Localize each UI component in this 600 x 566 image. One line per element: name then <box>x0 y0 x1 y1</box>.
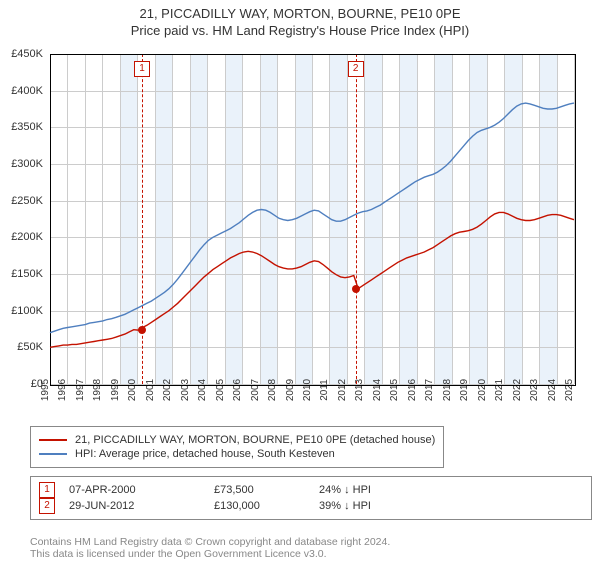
legend-item: 21, PICCADILLY WAY, MORTON, BOURNE, PE10… <box>39 434 435 446</box>
footer-copyright: Contains HM Land Registry data © Crown c… <box>30 536 390 548</box>
sale-event-price: £73,500 <box>214 484 319 496</box>
legend-label: 21, PICCADILLY WAY, MORTON, BOURNE, PE10… <box>75 434 435 446</box>
sale-event-pct: 39% ↓ HPI <box>319 500 371 512</box>
sale-event-pct: 24% ↓ HPI <box>319 484 371 496</box>
series-price <box>50 212 574 347</box>
sale-event-row: 2 29-JUN-2012£130,00039% ↓ HPI <box>33 498 589 514</box>
legend-swatch <box>39 453 67 455</box>
legend-label: HPI: Average price, detached house, Sout… <box>75 448 335 460</box>
sale-event-date: 29-JUN-2012 <box>69 500 214 512</box>
sale-events: 1 07-APR-2000£73,50024% ↓ HPI 2 29-JUN-2012… <box>30 476 592 520</box>
sale-event-price: £130,000 <box>214 500 319 512</box>
legend-item: HPI: Average price, detached house, Sout… <box>39 448 435 460</box>
sale-event-row: 1 07-APR-2000£73,50024% ↓ HPI <box>33 482 589 498</box>
footer-licence: This data is licensed under the Open Gov… <box>30 548 390 560</box>
legend-swatch <box>39 439 67 441</box>
sale-event-date: 07-APR-2000 <box>69 484 214 496</box>
legend: 21, PICCADILLY WAY, MORTON, BOURNE, PE10… <box>30 426 444 468</box>
sale-event-number: 2 <box>39 498 55 514</box>
series-hpi <box>50 103 574 333</box>
sale-event-number: 1 <box>39 482 55 498</box>
